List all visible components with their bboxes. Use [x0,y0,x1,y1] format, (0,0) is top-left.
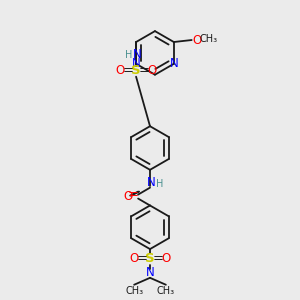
Text: S: S [131,64,141,77]
Text: =: = [128,188,139,201]
Text: S: S [145,253,155,266]
Text: =: = [136,253,148,266]
Text: N: N [147,176,155,189]
Text: N: N [133,48,141,62]
Text: N: N [146,266,154,279]
Text: H: H [125,50,133,60]
Text: CH₃: CH₃ [157,286,175,296]
Text: O: O [147,64,157,77]
Text: O: O [116,64,125,77]
Text: O: O [130,253,139,266]
Text: O: O [124,190,133,203]
Text: H: H [156,179,164,189]
Text: CH₃: CH₃ [200,34,217,44]
Text: =: = [152,253,164,266]
Text: N: N [169,57,178,70]
Text: N: N [132,57,140,70]
Text: O: O [192,34,201,46]
Text: =: = [139,64,149,77]
Text: O: O [161,253,170,266]
Text: =: = [123,64,134,77]
Text: CH₃: CH₃ [125,286,143,296]
